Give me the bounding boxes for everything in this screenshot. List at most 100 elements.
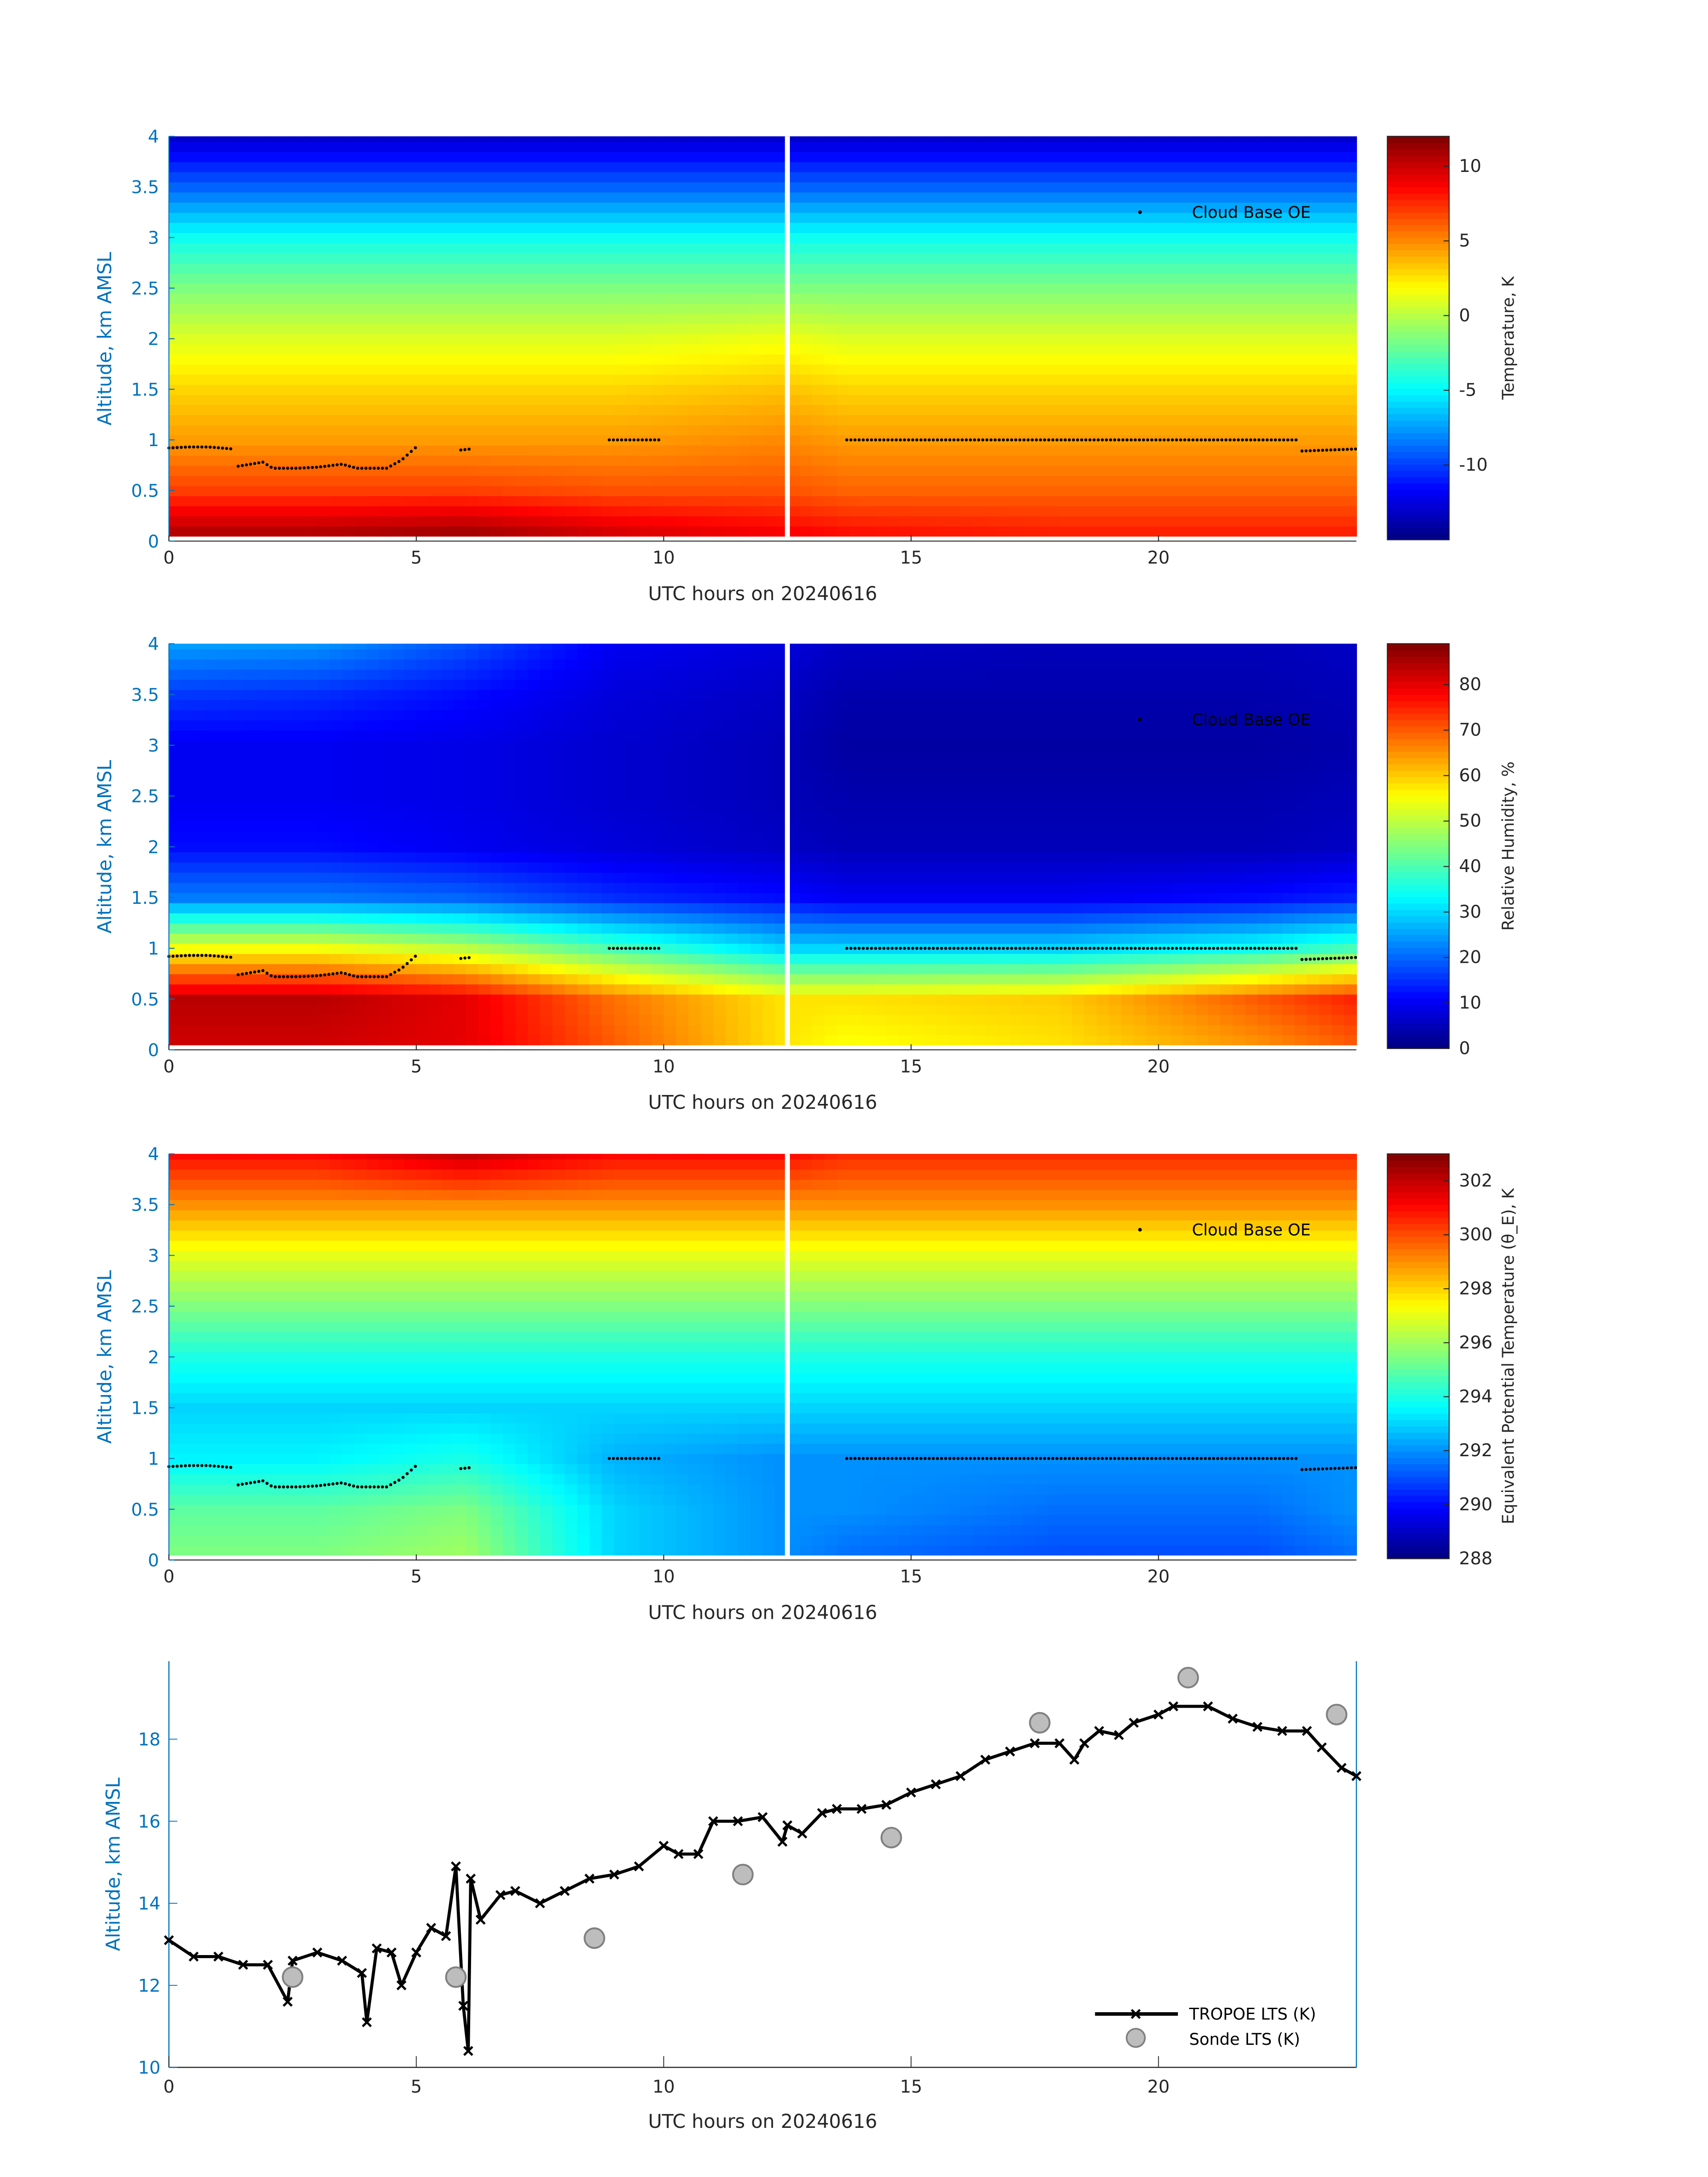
heatmap-cell	[169, 811, 182, 822]
cloud-base-point	[1125, 438, 1129, 442]
heatmap-cell	[280, 141, 293, 152]
heatmap-cell	[601, 192, 615, 203]
heatmap-cell	[1121, 404, 1135, 415]
heatmap-cell	[1171, 242, 1184, 254]
heatmap-cell	[762, 506, 776, 517]
heatmap-cell	[676, 526, 689, 537]
heatmap-cell	[861, 394, 875, 405]
heatmap-cell	[1010, 182, 1023, 193]
heatmap-cell	[898, 445, 912, 456]
heatmap-cell	[193, 283, 207, 294]
heatmap-cell	[181, 1034, 194, 1045]
heatmap-cell	[1220, 475, 1233, 486]
heatmap-cell	[1319, 475, 1332, 486]
heatmap-cell	[1257, 171, 1270, 183]
heatmap-cell	[1183, 404, 1196, 415]
heatmap-cell	[1282, 455, 1295, 466]
heatmap-cell	[824, 202, 838, 213]
heatmap-cell	[292, 770, 306, 781]
heatmap-cell	[973, 192, 986, 203]
cloud-base-point	[948, 438, 952, 442]
heatmap-cell	[1109, 495, 1122, 506]
heatmap-cell	[713, 404, 727, 415]
heatmap-cell	[1010, 465, 1023, 476]
heatmap-cell	[169, 394, 182, 405]
heatmap-cell	[169, 374, 182, 385]
heatmap-cell	[1232, 222, 1246, 233]
heatmap-cell	[1220, 384, 1233, 395]
heatmap-cell	[428, 303, 442, 314]
heatmap-cell	[1022, 445, 1036, 456]
heatmap-cell	[626, 394, 640, 405]
colorbar-tick-label: -5	[1459, 380, 1476, 401]
heatmap-cell	[564, 252, 578, 263]
heatmap-cell	[267, 882, 281, 893]
heatmap-cell	[391, 526, 405, 537]
heatmap-cell	[193, 801, 207, 812]
heatmap-cell	[379, 404, 393, 415]
heatmap-cell	[416, 516, 430, 526]
heatmap-cell	[280, 475, 293, 486]
heatmap-cell	[280, 943, 293, 954]
heatmap-cell	[367, 485, 380, 496]
heatmap-cell	[367, 192, 380, 203]
heatmap-cell	[1171, 465, 1184, 476]
heatmap-cell	[391, 760, 405, 771]
heatmap-cell	[540, 495, 553, 506]
heatmap-cell	[466, 384, 479, 395]
heatmap-cell	[305, 1034, 318, 1045]
heatmap-cell	[1319, 161, 1332, 172]
heatmap-cell	[898, 425, 912, 436]
heatmap-cell	[923, 465, 937, 476]
heatmap-cell	[218, 343, 232, 355]
heatmap-cell	[243, 659, 256, 670]
heatmap-cell	[540, 465, 553, 476]
heatmap-cell	[750, 334, 764, 345]
heatmap-cell	[1332, 303, 1345, 314]
heatmap-cell	[230, 862, 244, 873]
heatmap-cell	[1195, 212, 1209, 223]
heatmap-cell	[404, 475, 417, 486]
heatmap-cell	[837, 263, 850, 274]
cloud-base-point	[1240, 438, 1244, 442]
heatmap-cell	[1195, 161, 1209, 172]
heatmap-cell	[367, 455, 380, 466]
heatmap-cell	[701, 151, 714, 163]
heatmap-cell	[503, 222, 516, 233]
heatmap-cell	[1295, 516, 1308, 526]
heatmap-cell	[1010, 404, 1023, 415]
heatmap-cell	[466, 343, 479, 355]
heatmap-cell	[453, 495, 467, 506]
heatmap-cell	[1220, 151, 1233, 163]
heatmap-cell	[1022, 212, 1036, 223]
heatmap-cell	[181, 821, 194, 832]
heatmap-cell	[280, 892, 293, 903]
heatmap-cell	[1035, 293, 1048, 304]
heatmap-cell	[898, 506, 912, 517]
heatmap-cell	[193, 882, 207, 893]
heatmap-cell	[1344, 475, 1357, 486]
heatmap-cell	[1035, 404, 1048, 415]
heatmap-cell	[639, 232, 652, 243]
heatmap-cell	[255, 136, 269, 142]
heatmap-cell	[243, 263, 256, 274]
heatmap-cell	[453, 435, 467, 446]
heatmap-cell	[515, 252, 528, 263]
heatmap-cell	[701, 516, 714, 526]
heatmap-cell	[1072, 334, 1085, 345]
heatmap-cell	[267, 689, 281, 700]
heatmap-cell	[1158, 343, 1172, 355]
heatmap-cell	[1158, 212, 1172, 223]
heatmap-cell	[960, 151, 974, 163]
heatmap-cell	[775, 475, 788, 486]
heatmap-cell	[441, 303, 454, 314]
heatmap-cell	[886, 495, 899, 506]
heatmap-cell	[243, 303, 256, 314]
heatmap-cell	[564, 283, 578, 294]
heatmap-cell	[379, 182, 393, 193]
heatmap-cell	[713, 263, 727, 274]
heatmap-cell	[255, 263, 269, 274]
heatmap-cell	[601, 354, 615, 365]
heatmap-cell	[478, 435, 491, 446]
heatmap-cell	[193, 455, 207, 466]
